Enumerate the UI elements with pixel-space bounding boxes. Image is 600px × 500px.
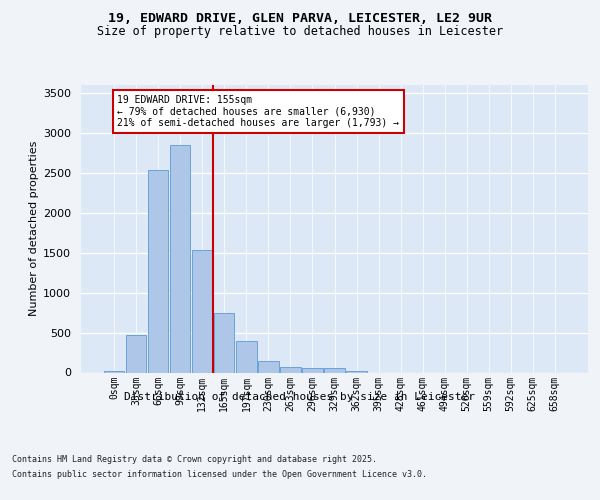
Bar xyxy=(170,145,190,372)
Text: Contains HM Land Registry data © Crown copyright and database right 2025.: Contains HM Land Registry data © Crown c… xyxy=(12,455,377,464)
Bar xyxy=(325,368,344,372)
Text: 19, EDWARD DRIVE, GLEN PARVA, LEICESTER, LE2 9UR: 19, EDWARD DRIVE, GLEN PARVA, LEICESTER,… xyxy=(108,12,492,26)
Bar xyxy=(236,342,257,372)
Bar xyxy=(346,371,367,372)
Bar xyxy=(104,371,124,372)
Bar xyxy=(302,368,323,372)
Text: 19 EDWARD DRIVE: 155sqm
← 79% of detached houses are smaller (6,930)
21% of semi: 19 EDWARD DRIVE: 155sqm ← 79% of detache… xyxy=(118,94,400,128)
Y-axis label: Number of detached properties: Number of detached properties xyxy=(29,141,39,316)
Bar xyxy=(214,312,235,372)
Bar xyxy=(126,335,146,372)
Bar xyxy=(258,362,278,372)
Text: Distribution of detached houses by size in Leicester: Distribution of detached houses by size … xyxy=(125,392,476,402)
Text: Size of property relative to detached houses in Leicester: Size of property relative to detached ho… xyxy=(97,25,503,38)
Text: Contains public sector information licensed under the Open Government Licence v3: Contains public sector information licen… xyxy=(12,470,427,479)
Bar xyxy=(148,170,169,372)
Bar xyxy=(280,366,301,372)
Bar xyxy=(192,250,212,372)
